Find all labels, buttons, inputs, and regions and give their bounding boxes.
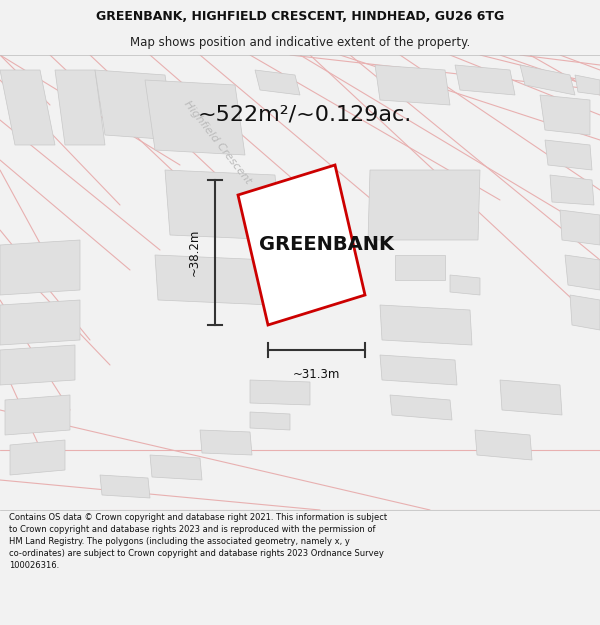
Polygon shape — [380, 355, 457, 385]
Text: GREENBANK: GREENBANK — [259, 236, 394, 254]
Polygon shape — [390, 395, 452, 420]
Polygon shape — [150, 455, 202, 480]
Polygon shape — [0, 240, 80, 295]
Polygon shape — [380, 305, 472, 345]
Polygon shape — [10, 440, 65, 475]
Polygon shape — [560, 210, 600, 245]
Polygon shape — [155, 255, 272, 305]
Polygon shape — [395, 255, 445, 280]
Text: ~522m²/~0.129ac.: ~522m²/~0.129ac. — [198, 105, 412, 125]
Polygon shape — [455, 65, 515, 95]
Polygon shape — [368, 170, 480, 240]
Polygon shape — [520, 65, 575, 95]
Text: GREENBANK, HIGHFIELD CRESCENT, HINDHEAD, GU26 6TG: GREENBANK, HIGHFIELD CRESCENT, HINDHEAD,… — [96, 10, 504, 23]
Polygon shape — [0, 345, 75, 385]
Polygon shape — [165, 170, 280, 240]
Polygon shape — [238, 165, 365, 325]
Polygon shape — [255, 70, 300, 95]
Polygon shape — [500, 380, 562, 415]
Polygon shape — [570, 295, 600, 330]
Polygon shape — [450, 275, 480, 295]
Text: ~31.3m: ~31.3m — [293, 368, 340, 381]
Polygon shape — [475, 430, 532, 460]
Polygon shape — [565, 255, 600, 290]
Polygon shape — [55, 70, 105, 145]
Polygon shape — [0, 70, 55, 145]
Text: Highfield Crescent: Highfield Crescent — [182, 99, 254, 186]
Polygon shape — [100, 475, 150, 498]
Text: Contains OS data © Crown copyright and database right 2021. This information is : Contains OS data © Crown copyright and d… — [9, 514, 387, 569]
Polygon shape — [145, 80, 245, 155]
Polygon shape — [545, 140, 592, 170]
Text: Map shows position and indicative extent of the property.: Map shows position and indicative extent… — [130, 36, 470, 49]
Polygon shape — [250, 412, 290, 430]
Text: ~38.2m: ~38.2m — [188, 229, 201, 276]
Polygon shape — [0, 300, 80, 345]
Polygon shape — [375, 65, 450, 105]
Polygon shape — [250, 380, 310, 405]
Polygon shape — [550, 175, 594, 205]
Polygon shape — [540, 95, 590, 135]
Polygon shape — [200, 430, 252, 455]
Polygon shape — [95, 70, 175, 140]
Polygon shape — [575, 75, 600, 95]
Polygon shape — [5, 395, 70, 435]
